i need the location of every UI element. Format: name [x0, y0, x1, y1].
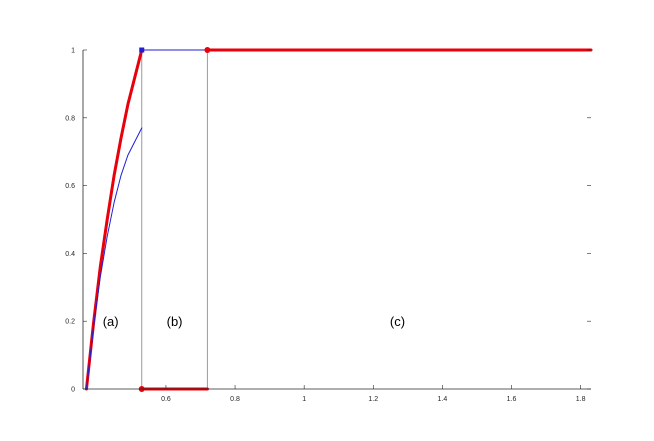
axes: 0 0.2 0.4 0.6 0.8 1 0.6 0.8 1 1.2 1.4 1.6 1.8 — [65, 48, 591, 403]
y-tick-label: 0.6 — [65, 183, 75, 190]
series-markers — [138, 47, 211, 392]
series-line-1 — [85, 127, 143, 390]
series-line-0 — [84, 48, 144, 391]
y-tick-label: 0 — [71, 387, 75, 394]
series-lines — [84, 48, 593, 391]
x-tick-label: 1.4 — [438, 396, 448, 403]
x-tick-label: 1.6 — [507, 396, 517, 403]
y-tick-label: 1 — [71, 48, 75, 55]
x-tick-label: 1 — [302, 396, 306, 403]
region-label-2: (c) — [390, 314, 405, 329]
y-tick-label: 0.2 — [65, 319, 75, 326]
x-tick-label: 0.6 — [161, 396, 171, 403]
marker-0 — [139, 47, 145, 53]
region-label-0: (a) — [103, 314, 119, 329]
region-label-1: (b) — [167, 314, 183, 329]
x-tick-label: 1.2 — [368, 396, 378, 403]
region-labels: (a) (b) (c) — [103, 314, 405, 329]
divider-lines — [141, 50, 208, 389]
marker-2 — [204, 47, 211, 53]
y-tick-label: 0.4 — [65, 251, 75, 258]
x-tick-label: 1.8 — [576, 396, 586, 403]
y-tick-label: 0.8 — [65, 115, 75, 122]
x-tick-label: 0.8 — [230, 396, 240, 403]
